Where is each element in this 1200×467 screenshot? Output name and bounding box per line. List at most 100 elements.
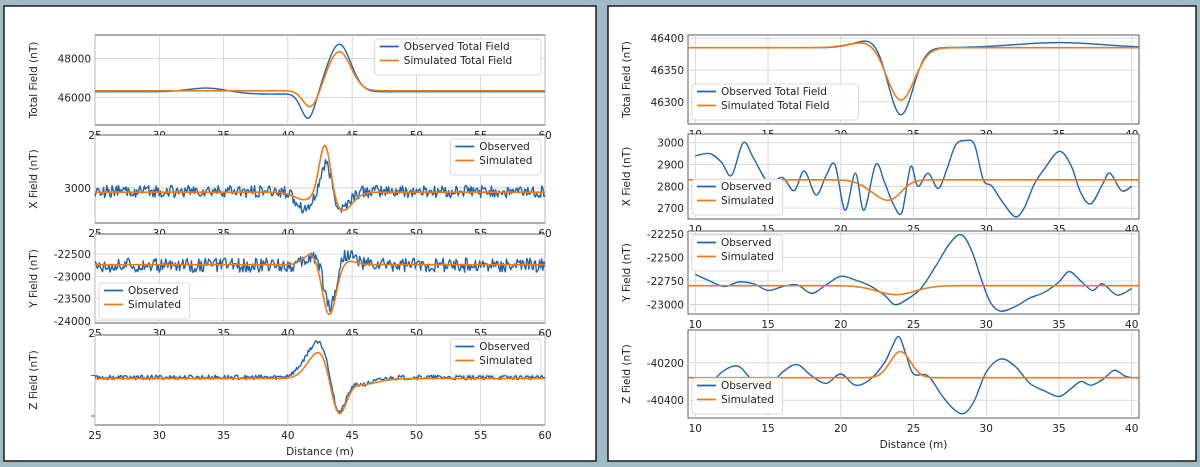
legend-label: Simulated — [721, 394, 774, 406]
series-line-observed — [695, 139, 1133, 218]
x-tick-label: 20 — [834, 319, 847, 331]
y-axis-label: Y Field (nT) — [621, 243, 633, 303]
x-tick-label: 25 — [907, 423, 920, 435]
y-tick-label: 46350 — [651, 65, 684, 77]
x-tick-label: 35 — [217, 430, 230, 442]
series-line-simulated — [95, 144, 545, 212]
y-tick-label: 46300 — [651, 97, 684, 109]
x-tick-label: 25 — [907, 319, 920, 331]
legend-label: Simulated Total Field — [404, 55, 513, 67]
legend-label: Observed — [479, 341, 530, 353]
series-group — [95, 43, 545, 119]
y-tick-label: -22500 — [647, 252, 684, 264]
y-tick-label: -23500 — [54, 294, 91, 306]
charts-layer: 25 30 35 40 45 50 55 60 46000 48000 Observed Total… — [28, 33, 1140, 458]
y-axis-label: Total Field (nT) — [621, 41, 633, 119]
series-line-simulated — [95, 50, 545, 108]
y-tick-label: 2900 — [657, 160, 684, 172]
series-line-observed — [95, 159, 545, 214]
x-tick-label: 35 — [1052, 423, 1065, 435]
legend-label: Observed Total Field — [721, 86, 827, 98]
x-axis-label: Distance (m) — [880, 439, 948, 451]
subplot-right-1: 10 15 20 25 30 35 403000290028002700ObservedSi… — [621, 133, 1140, 236]
legend-label: Simulated Total Field — [721, 100, 830, 112]
x-tick-label: 10 — [689, 319, 702, 331]
y-axis-label: Z Field (nT) — [28, 350, 40, 409]
legend-label: Simulated — [721, 251, 774, 263]
legend-label: Observed — [721, 380, 772, 392]
legend: Observed Simulated — [691, 234, 784, 272]
x-tick-label: 25 — [88, 430, 101, 442]
x-tick-label: 30 — [153, 430, 166, 442]
y-tick-label: -22500 — [54, 249, 91, 261]
series-line-simulated — [688, 42, 1139, 101]
legend: Observed Simulated — [691, 178, 784, 216]
legend-label: Observed — [721, 237, 772, 249]
series-group — [688, 40, 1139, 116]
legend-box — [691, 377, 784, 415]
y-tick-label: -22250 — [647, 229, 684, 241]
legend: Observed Simulated — [691, 377, 784, 415]
y-tick-label: -40200 — [647, 358, 684, 370]
legend-label: Simulated — [721, 195, 774, 207]
x-tick-label: 60 — [538, 430, 551, 442]
y-tick-label: -23000 — [647, 300, 684, 312]
legend-label: Observed — [721, 181, 772, 193]
legend: Observed Simulated — [449, 138, 542, 176]
legend-box — [691, 83, 859, 121]
x-tick-label: 10 — [689, 423, 702, 435]
y-tick-label: -23000 — [54, 271, 91, 283]
series-line-observed — [695, 233, 1133, 312]
series-line-simulated — [95, 254, 545, 316]
legend-label: Observed — [128, 285, 179, 297]
x-tick-label: 35 — [1052, 319, 1065, 331]
legend-box — [374, 38, 542, 76]
legend-label: Simulated — [479, 355, 532, 367]
y-tick-label: -24000 — [54, 316, 91, 328]
series-line-simulated — [95, 351, 545, 415]
y-tick-label: 2700 — [657, 203, 684, 215]
legend: Observed Total Field Simulated Total Fiel… — [691, 83, 859, 121]
x-tick-label: 15 — [761, 319, 774, 331]
y-axis-label: Z Field (nT) — [621, 344, 633, 403]
legend: Observed Simulated — [449, 338, 542, 376]
series-line-observed — [95, 249, 545, 313]
y-axis-label: X Field (nT) — [621, 147, 633, 206]
legend: Observed Simulated — [98, 282, 191, 320]
y-tick-label: 3000 — [64, 183, 91, 195]
y-axis-label: X Field (nT) — [28, 149, 40, 208]
series-group — [95, 249, 545, 316]
x-tick-label: 50 — [410, 430, 423, 442]
legend-label: Simulated — [128, 299, 181, 311]
x-axis-label: Distance (m) — [286, 446, 354, 458]
x-tick-label: 40 — [281, 430, 294, 442]
x-tick-label: 30 — [980, 423, 993, 435]
y-tick-label: 3000 — [657, 138, 684, 150]
legend-label: Observed Total Field — [404, 41, 510, 53]
y-tick-label: -22750 — [647, 276, 684, 288]
x-tick-label: 20 — [834, 423, 847, 435]
subplot-left-3: 25 30 35 40 45 50 55 60 Observed Simulated Z Field… — [28, 334, 552, 458]
y-tick-label: 46000 — [58, 93, 91, 105]
legend-box — [449, 338, 542, 376]
y-tick-label: 48000 — [58, 53, 91, 65]
x-tick-label: 45 — [345, 430, 358, 442]
series-line-simulated — [688, 284, 1139, 296]
subplot-right-0: 10152025303540464004635046300Observed To… — [621, 33, 1140, 141]
legend-box — [691, 178, 784, 216]
y-axis-label: Total Field (nT) — [28, 42, 40, 120]
subplot-right-2: 10 15 20 25 30 35 40 -22250 -22500 -22750 -23000 Ob… — [621, 229, 1140, 331]
x-tick-label: 40 — [1125, 319, 1138, 331]
y-axis-label: Y Field (nT) — [28, 249, 40, 309]
legend: Observed Total Field Simulated Total Fiel… — [374, 38, 542, 76]
y-tick-label: 46400 — [651, 33, 684, 45]
series-group — [95, 144, 545, 214]
y-tick-label: 2800 — [657, 181, 684, 193]
legend-box — [691, 234, 784, 272]
legend-label: Simulated — [479, 155, 532, 167]
subplot-left-2: 25 30 35 40 45 50 55 60-22500-23000-23500-24000… — [28, 233, 552, 340]
y-tick-label: -40400 — [647, 395, 684, 407]
x-tick-label: 15 — [761, 423, 774, 435]
subplot-right-3: 10 15 20 25 30 35 40 -40200 -40400 Observed Simula… — [621, 329, 1140, 451]
